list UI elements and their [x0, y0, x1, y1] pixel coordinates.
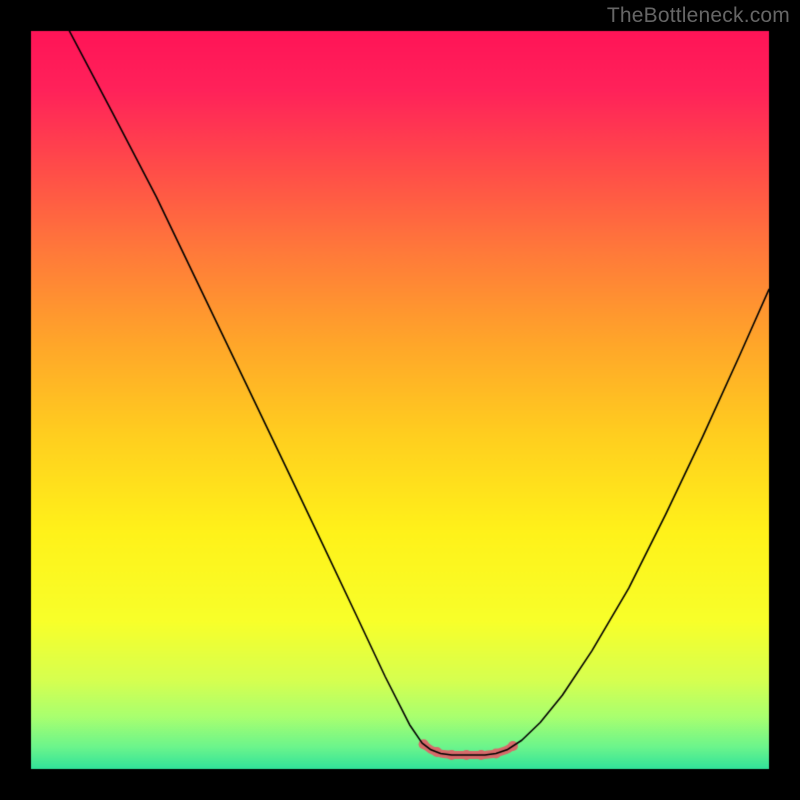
- chart-stage: TheBottleneck.com: [0, 0, 800, 800]
- watermark-text: TheBottleneck.com: [607, 4, 790, 28]
- bottleneck-chart-canvas: [0, 0, 800, 800]
